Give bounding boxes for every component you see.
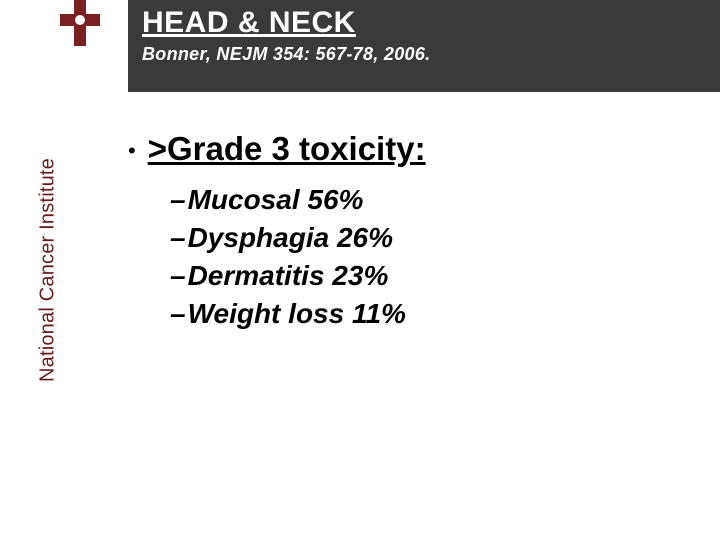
sub-item-label: Weight loss 11% <box>188 298 406 330</box>
header-bar: HEAD & NECK Bonner, NEJM 354: 567-78, 20… <box>128 0 720 92</box>
nci-logo-icon <box>60 0 100 46</box>
dash-icon: – <box>170 184 186 216</box>
list-item: – Dysphagia 26% <box>170 222 688 254</box>
sub-list: – Mucosal 56% – Dysphagia 26% – Dermatit… <box>170 184 688 330</box>
bullet-marker-icon: • <box>128 140 136 162</box>
bullet-text: >Grade 3 toxicity: <box>148 130 426 168</box>
dash-icon: – <box>170 298 186 330</box>
list-item: – Dermatitis 23% <box>170 260 688 292</box>
bullet-level1: • >Grade 3 toxicity: <box>128 130 688 168</box>
sub-item-label: Dysphagia 26% <box>188 222 393 254</box>
sub-item-label: Dermatitis 23% <box>188 260 389 292</box>
list-item: – Mucosal 56% <box>170 184 688 216</box>
dash-icon: – <box>170 222 186 254</box>
sidebar: National Cancer Institute <box>0 0 112 540</box>
list-item: – Weight loss 11% <box>170 298 688 330</box>
org-name-label: National Cancer Institute <box>37 158 60 382</box>
dash-icon: – <box>170 260 186 292</box>
slide-citation: Bonner, NEJM 354: 567-78, 2006. <box>142 44 706 65</box>
sub-item-label: Mucosal 56% <box>188 184 364 216</box>
slide-title: HEAD & NECK <box>142 6 706 40</box>
content-area: • >Grade 3 toxicity: – Mucosal 56% – Dys… <box>128 130 688 336</box>
